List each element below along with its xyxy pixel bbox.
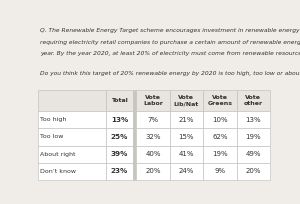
Bar [136, 145, 170, 163]
Text: Do you think this target of 20% renewable energy by 2020 is too high, too low or: Do you think this target of 20% renewabl… [40, 71, 300, 76]
Bar [203, 111, 237, 128]
Text: 9%: 9% [214, 168, 225, 174]
Bar [170, 111, 203, 128]
Text: 40%: 40% [145, 151, 161, 157]
Bar [136, 163, 170, 180]
Text: 25%: 25% [111, 134, 128, 140]
Bar [38, 163, 106, 180]
Bar [106, 128, 133, 145]
Text: 13%: 13% [111, 117, 128, 123]
Bar [170, 145, 203, 163]
Bar [237, 128, 270, 145]
Bar [133, 128, 136, 145]
Text: 39%: 39% [111, 151, 128, 157]
Bar [133, 145, 136, 163]
Bar [237, 163, 270, 180]
Text: About right: About right [40, 152, 76, 157]
Bar [106, 90, 133, 111]
Text: 7%: 7% [148, 117, 159, 123]
Bar [106, 145, 133, 163]
Bar [136, 90, 170, 111]
Bar [38, 145, 106, 163]
Bar [170, 90, 203, 111]
Text: 41%: 41% [179, 151, 194, 157]
Bar [133, 163, 136, 180]
Text: 20%: 20% [245, 168, 261, 174]
Text: Vote
Labor: Vote Labor [143, 95, 163, 106]
Text: Too high: Too high [40, 117, 67, 122]
Text: 62%: 62% [212, 134, 228, 140]
Text: 21%: 21% [179, 117, 194, 123]
Text: 19%: 19% [245, 134, 261, 140]
Bar [38, 128, 106, 145]
Text: year. By the year 2020, at least 20% of electricity must come from renewable res: year. By the year 2020, at least 20% of … [40, 51, 300, 56]
Text: requiring electricity retail companies to purchase a certain amount of renewable: requiring electricity retail companies t… [40, 40, 300, 45]
Text: Vote
Lib/Nat: Vote Lib/Nat [174, 95, 199, 106]
Bar [136, 128, 170, 145]
Bar [38, 111, 106, 128]
Text: 10%: 10% [212, 117, 228, 123]
Bar [237, 145, 270, 163]
Text: 49%: 49% [245, 151, 261, 157]
Bar [38, 90, 106, 111]
Text: Don’t know: Don’t know [40, 169, 76, 174]
Text: Too low: Too low [40, 134, 64, 139]
Bar [203, 128, 237, 145]
Text: 32%: 32% [145, 134, 161, 140]
Text: 15%: 15% [179, 134, 194, 140]
Bar [170, 163, 203, 180]
Text: 13%: 13% [245, 117, 261, 123]
Text: 20%: 20% [145, 168, 161, 174]
Text: 19%: 19% [212, 151, 228, 157]
Bar [106, 163, 133, 180]
Bar [136, 111, 170, 128]
Text: Total: Total [111, 98, 128, 103]
Bar [133, 90, 136, 111]
Text: Q. The Renewable Energy Target scheme encourages investment in renewable energy : Q. The Renewable Energy Target scheme en… [40, 28, 300, 33]
Bar [106, 111, 133, 128]
Bar [203, 145, 237, 163]
Bar [133, 111, 136, 128]
Text: Vote
Greens: Vote Greens [207, 95, 232, 106]
Bar [203, 90, 237, 111]
Bar [203, 163, 237, 180]
Bar [237, 111, 270, 128]
Text: 24%: 24% [179, 168, 194, 174]
Text: 23%: 23% [111, 168, 128, 174]
Bar [170, 128, 203, 145]
Bar [237, 90, 270, 111]
Text: Vote
other: Vote other [244, 95, 263, 106]
